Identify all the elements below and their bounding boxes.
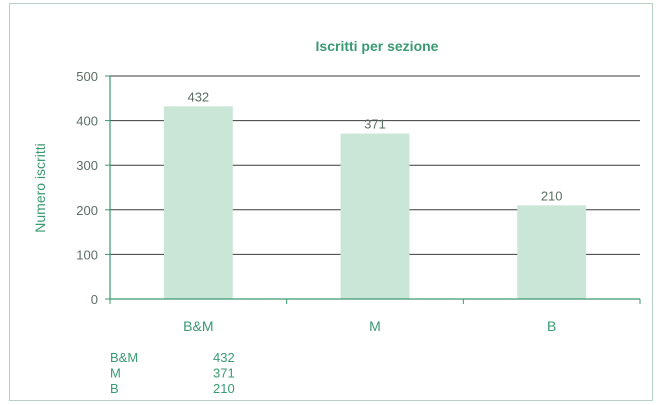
labels: 0 100 200 300 400 500 432 B&M 371 M 210 B	[76, 69, 562, 334]
x-tick-label: B	[547, 318, 556, 334]
table-row-label: B	[110, 381, 119, 396]
data-table: B&M 432 M 371 B 210	[110, 350, 235, 396]
data-label: 371	[364, 117, 386, 132]
x-tick-label: B&M	[183, 318, 213, 334]
bar-B&M	[164, 106, 233, 299]
y-tick-label: 500	[76, 69, 98, 84]
x-tick-label: M	[369, 318, 381, 334]
data-label: 432	[187, 89, 209, 104]
data-label: 210	[541, 188, 563, 203]
bar-M	[341, 134, 410, 299]
bars	[164, 106, 586, 299]
table-row-value: 432	[213, 350, 235, 365]
chart-title: Iscritti per sezione	[316, 38, 439, 54]
y-tick-label: 400	[76, 114, 98, 129]
table-row-value: 210	[213, 381, 235, 396]
y-axis-label: Numero iscritti	[32, 143, 48, 232]
table-row-label: M	[110, 366, 121, 381]
y-tick-label: 200	[76, 203, 98, 218]
y-tick-label: 300	[76, 158, 98, 173]
table-row-label: B&M	[110, 350, 138, 365]
y-tick-label: 100	[76, 247, 98, 262]
bar-B	[517, 205, 586, 299]
y-tick-label: 0	[91, 292, 98, 307]
table-row-value: 371	[213, 366, 235, 381]
